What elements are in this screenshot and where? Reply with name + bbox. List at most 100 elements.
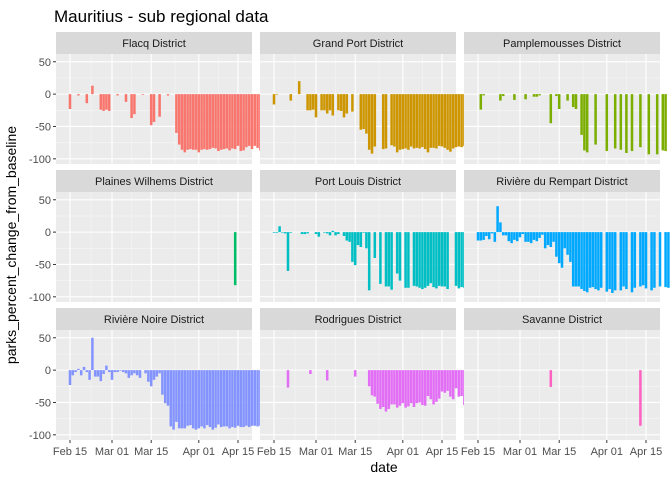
bar bbox=[454, 94, 458, 148]
bar bbox=[183, 94, 187, 153]
bar bbox=[555, 94, 558, 97]
bar bbox=[622, 232, 625, 287]
bar bbox=[487, 232, 491, 240]
bar bbox=[412, 94, 416, 149]
bar bbox=[499, 94, 502, 101]
bar bbox=[574, 232, 578, 287]
bar bbox=[501, 232, 505, 236]
bar bbox=[407, 232, 410, 288]
bar bbox=[365, 94, 368, 134]
bar bbox=[152, 94, 156, 122]
bar bbox=[200, 370, 203, 427]
bar bbox=[527, 232, 530, 242]
panel-background bbox=[56, 330, 252, 440]
bar bbox=[180, 370, 184, 429]
bar bbox=[515, 232, 519, 242]
bar bbox=[177, 370, 181, 429]
facet-strip bbox=[464, 32, 660, 54]
bar bbox=[144, 370, 147, 374]
bar bbox=[569, 232, 572, 262]
bar bbox=[664, 232, 667, 288]
bar bbox=[555, 232, 558, 257]
bar bbox=[345, 94, 349, 114]
bar bbox=[496, 206, 499, 233]
bar bbox=[387, 370, 391, 409]
y-axis: 50 0 -50 -100 50 0 -50 -100 50 0 -50 -100 bbox=[29, 57, 56, 442]
bar bbox=[538, 232, 541, 238]
bar bbox=[334, 232, 337, 236]
bar bbox=[339, 94, 343, 111]
bar bbox=[541, 232, 544, 235]
y-tick-label: 0 bbox=[45, 365, 51, 377]
facet-strip bbox=[260, 308, 456, 330]
bar bbox=[373, 232, 377, 258]
bar bbox=[404, 232, 407, 288]
bar bbox=[543, 232, 547, 249]
bar bbox=[437, 232, 441, 286]
bar bbox=[351, 94, 354, 112]
bar bbox=[152, 370, 156, 380]
bar bbox=[390, 370, 393, 405]
x-tick-label: Apr 01 bbox=[591, 446, 623, 458]
bar bbox=[250, 370, 254, 426]
bar bbox=[121, 370, 125, 373]
bar bbox=[435, 370, 438, 402]
bar bbox=[373, 370, 377, 397]
bar bbox=[644, 232, 648, 289]
x-tick-label: Mar 15 bbox=[338, 446, 372, 458]
y-tick-label: -50 bbox=[35, 397, 51, 409]
bar bbox=[233, 370, 237, 428]
facet-strip bbox=[56, 308, 252, 330]
bar bbox=[613, 94, 617, 149]
bar bbox=[133, 94, 136, 115]
bar bbox=[395, 232, 399, 274]
bar bbox=[275, 232, 279, 233]
bar bbox=[493, 232, 497, 242]
bar bbox=[289, 232, 293, 233]
bar bbox=[390, 232, 393, 290]
bar bbox=[655, 94, 659, 155]
facet-label: Rodrigues District bbox=[315, 314, 402, 326]
bar bbox=[135, 370, 139, 376]
panel-background bbox=[260, 54, 456, 164]
bar bbox=[437, 370, 441, 399]
x-tick-label: Apr 15 bbox=[222, 446, 254, 458]
bar bbox=[110, 370, 114, 380]
bar bbox=[373, 94, 377, 147]
bar bbox=[177, 94, 181, 145]
bar bbox=[297, 81, 301, 95]
bar bbox=[454, 370, 458, 389]
bar bbox=[228, 94, 231, 151]
bar bbox=[482, 232, 485, 240]
bar bbox=[661, 94, 665, 151]
bar bbox=[376, 370, 379, 404]
bar bbox=[443, 370, 447, 393]
bar bbox=[608, 232, 611, 290]
bar bbox=[289, 94, 293, 101]
bar bbox=[281, 232, 284, 233]
bar bbox=[317, 232, 321, 237]
bar bbox=[239, 94, 243, 152]
bar bbox=[535, 94, 539, 97]
bar bbox=[504, 232, 508, 236]
facet-strip bbox=[56, 170, 252, 192]
bar bbox=[91, 85, 94, 95]
bar bbox=[208, 94, 212, 150]
facet-panel: Port Louis District bbox=[260, 170, 469, 302]
bar bbox=[205, 370, 209, 426]
bar bbox=[426, 94, 430, 153]
y-tick-label: 50 bbox=[39, 333, 51, 345]
bar bbox=[395, 94, 399, 153]
x-tick-label: Mar 01 bbox=[95, 446, 129, 458]
bar bbox=[158, 94, 161, 117]
bar bbox=[107, 370, 111, 373]
bar bbox=[214, 370, 217, 428]
x-axis-title: date bbox=[370, 459, 397, 475]
bar bbox=[443, 94, 447, 148]
bar bbox=[325, 370, 329, 381]
bar bbox=[594, 94, 597, 145]
bar bbox=[107, 94, 111, 111]
bar bbox=[412, 232, 416, 286]
bar bbox=[384, 370, 388, 412]
bar bbox=[571, 94, 575, 108]
